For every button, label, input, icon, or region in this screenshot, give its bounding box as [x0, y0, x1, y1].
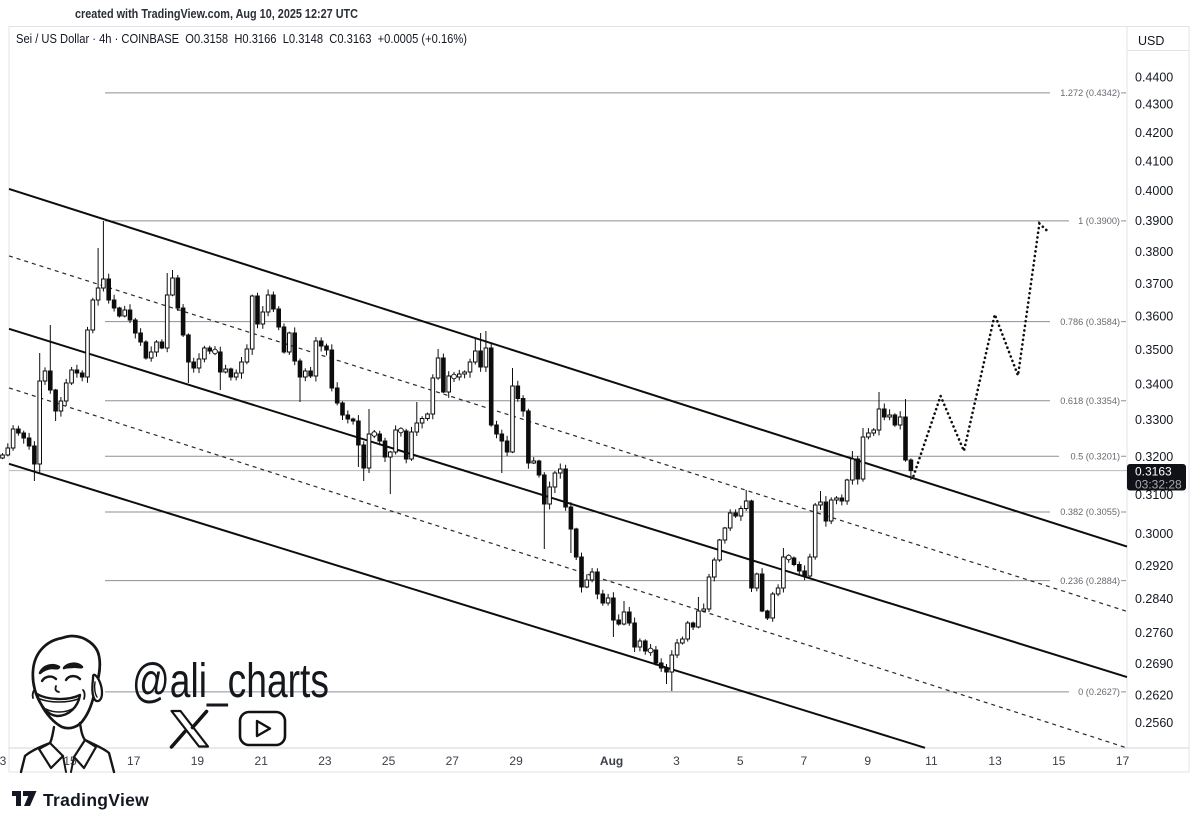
svg-text:0.3700: 0.3700 — [1135, 277, 1173, 291]
svg-text:0.5 (0.3201): 0.5 (0.3201) — [1070, 452, 1120, 462]
svg-text:0.4300: 0.4300 — [1135, 98, 1173, 112]
svg-text:5: 5 — [737, 754, 744, 768]
svg-text:0.3500: 0.3500 — [1135, 343, 1173, 357]
svg-text:03:32:28: 03:32:28 — [1135, 478, 1182, 492]
svg-text:25: 25 — [382, 754, 396, 768]
svg-text:27: 27 — [446, 754, 460, 768]
svg-text:9: 9 — [864, 754, 871, 768]
svg-text:21: 21 — [255, 754, 269, 768]
svg-text:17: 17 — [1116, 754, 1130, 768]
svg-text:3: 3 — [0, 754, 7, 768]
svg-text:USD: USD — [1138, 34, 1164, 48]
svg-text:3: 3 — [673, 754, 680, 768]
svg-text:17: 17 — [127, 754, 141, 768]
svg-text:7: 7 — [801, 754, 808, 768]
svg-text:0.786 (0.3584): 0.786 (0.3584) — [1060, 317, 1120, 327]
svg-text:0.618 (0.3354): 0.618 (0.3354) — [1060, 396, 1120, 406]
svg-text:0.3200: 0.3200 — [1135, 450, 1173, 464]
svg-text:0.3900: 0.3900 — [1135, 214, 1173, 228]
svg-text:0.2920: 0.2920 — [1135, 559, 1173, 573]
svg-text:0.2620: 0.2620 — [1135, 688, 1173, 702]
svg-text:0.2760: 0.2760 — [1135, 626, 1173, 640]
svg-text:0.4100: 0.4100 — [1135, 155, 1173, 169]
svg-text:0.3000: 0.3000 — [1135, 527, 1173, 541]
svg-text:0.4200: 0.4200 — [1135, 126, 1173, 140]
svg-text:11: 11 — [925, 754, 938, 768]
svg-text:0.2690: 0.2690 — [1135, 657, 1173, 671]
svg-text:0.3400: 0.3400 — [1135, 378, 1173, 392]
svg-text:1.272 (0.4342): 1.272 (0.4342) — [1060, 88, 1120, 98]
svg-text:1 (0.3900): 1 (0.3900) — [1078, 216, 1120, 226]
svg-text:TradingView: TradingView — [43, 790, 149, 810]
svg-text:0.3600: 0.3600 — [1135, 310, 1173, 324]
svg-text:23: 23 — [318, 754, 332, 768]
svg-text:@ali_charts: @ali_charts — [132, 655, 329, 708]
svg-text:0 (0.2627): 0 (0.2627) — [1078, 687, 1120, 697]
svg-text:29: 29 — [509, 754, 523, 768]
svg-text:0.236 (0.2884): 0.236 (0.2884) — [1060, 576, 1120, 586]
svg-text:0.2560: 0.2560 — [1135, 716, 1173, 730]
svg-text:Sei / US Dollar · 4h · COINBAS: Sei / US Dollar · 4h · COINBASE O0.3158 … — [16, 32, 467, 46]
svg-text:created with TradingView.com,: created with TradingView.com, Aug 10, 20… — [75, 7, 358, 21]
svg-text:0.3163: 0.3163 — [1135, 465, 1172, 479]
svg-text:0.4000: 0.4000 — [1135, 184, 1173, 198]
svg-text:0.3300: 0.3300 — [1135, 413, 1173, 427]
svg-text:0.3800: 0.3800 — [1135, 245, 1173, 259]
svg-text:13: 13 — [988, 754, 1002, 768]
svg-text:15: 15 — [1052, 754, 1066, 768]
svg-text:Aug: Aug — [600, 754, 623, 768]
svg-text:0.3100: 0.3100 — [1135, 488, 1173, 502]
svg-text:0.4400: 0.4400 — [1135, 70, 1173, 84]
svg-text:0.2840: 0.2840 — [1135, 592, 1173, 606]
svg-text:19: 19 — [191, 754, 205, 768]
svg-text:0.382 (0.3055): 0.382 (0.3055) — [1060, 507, 1120, 517]
